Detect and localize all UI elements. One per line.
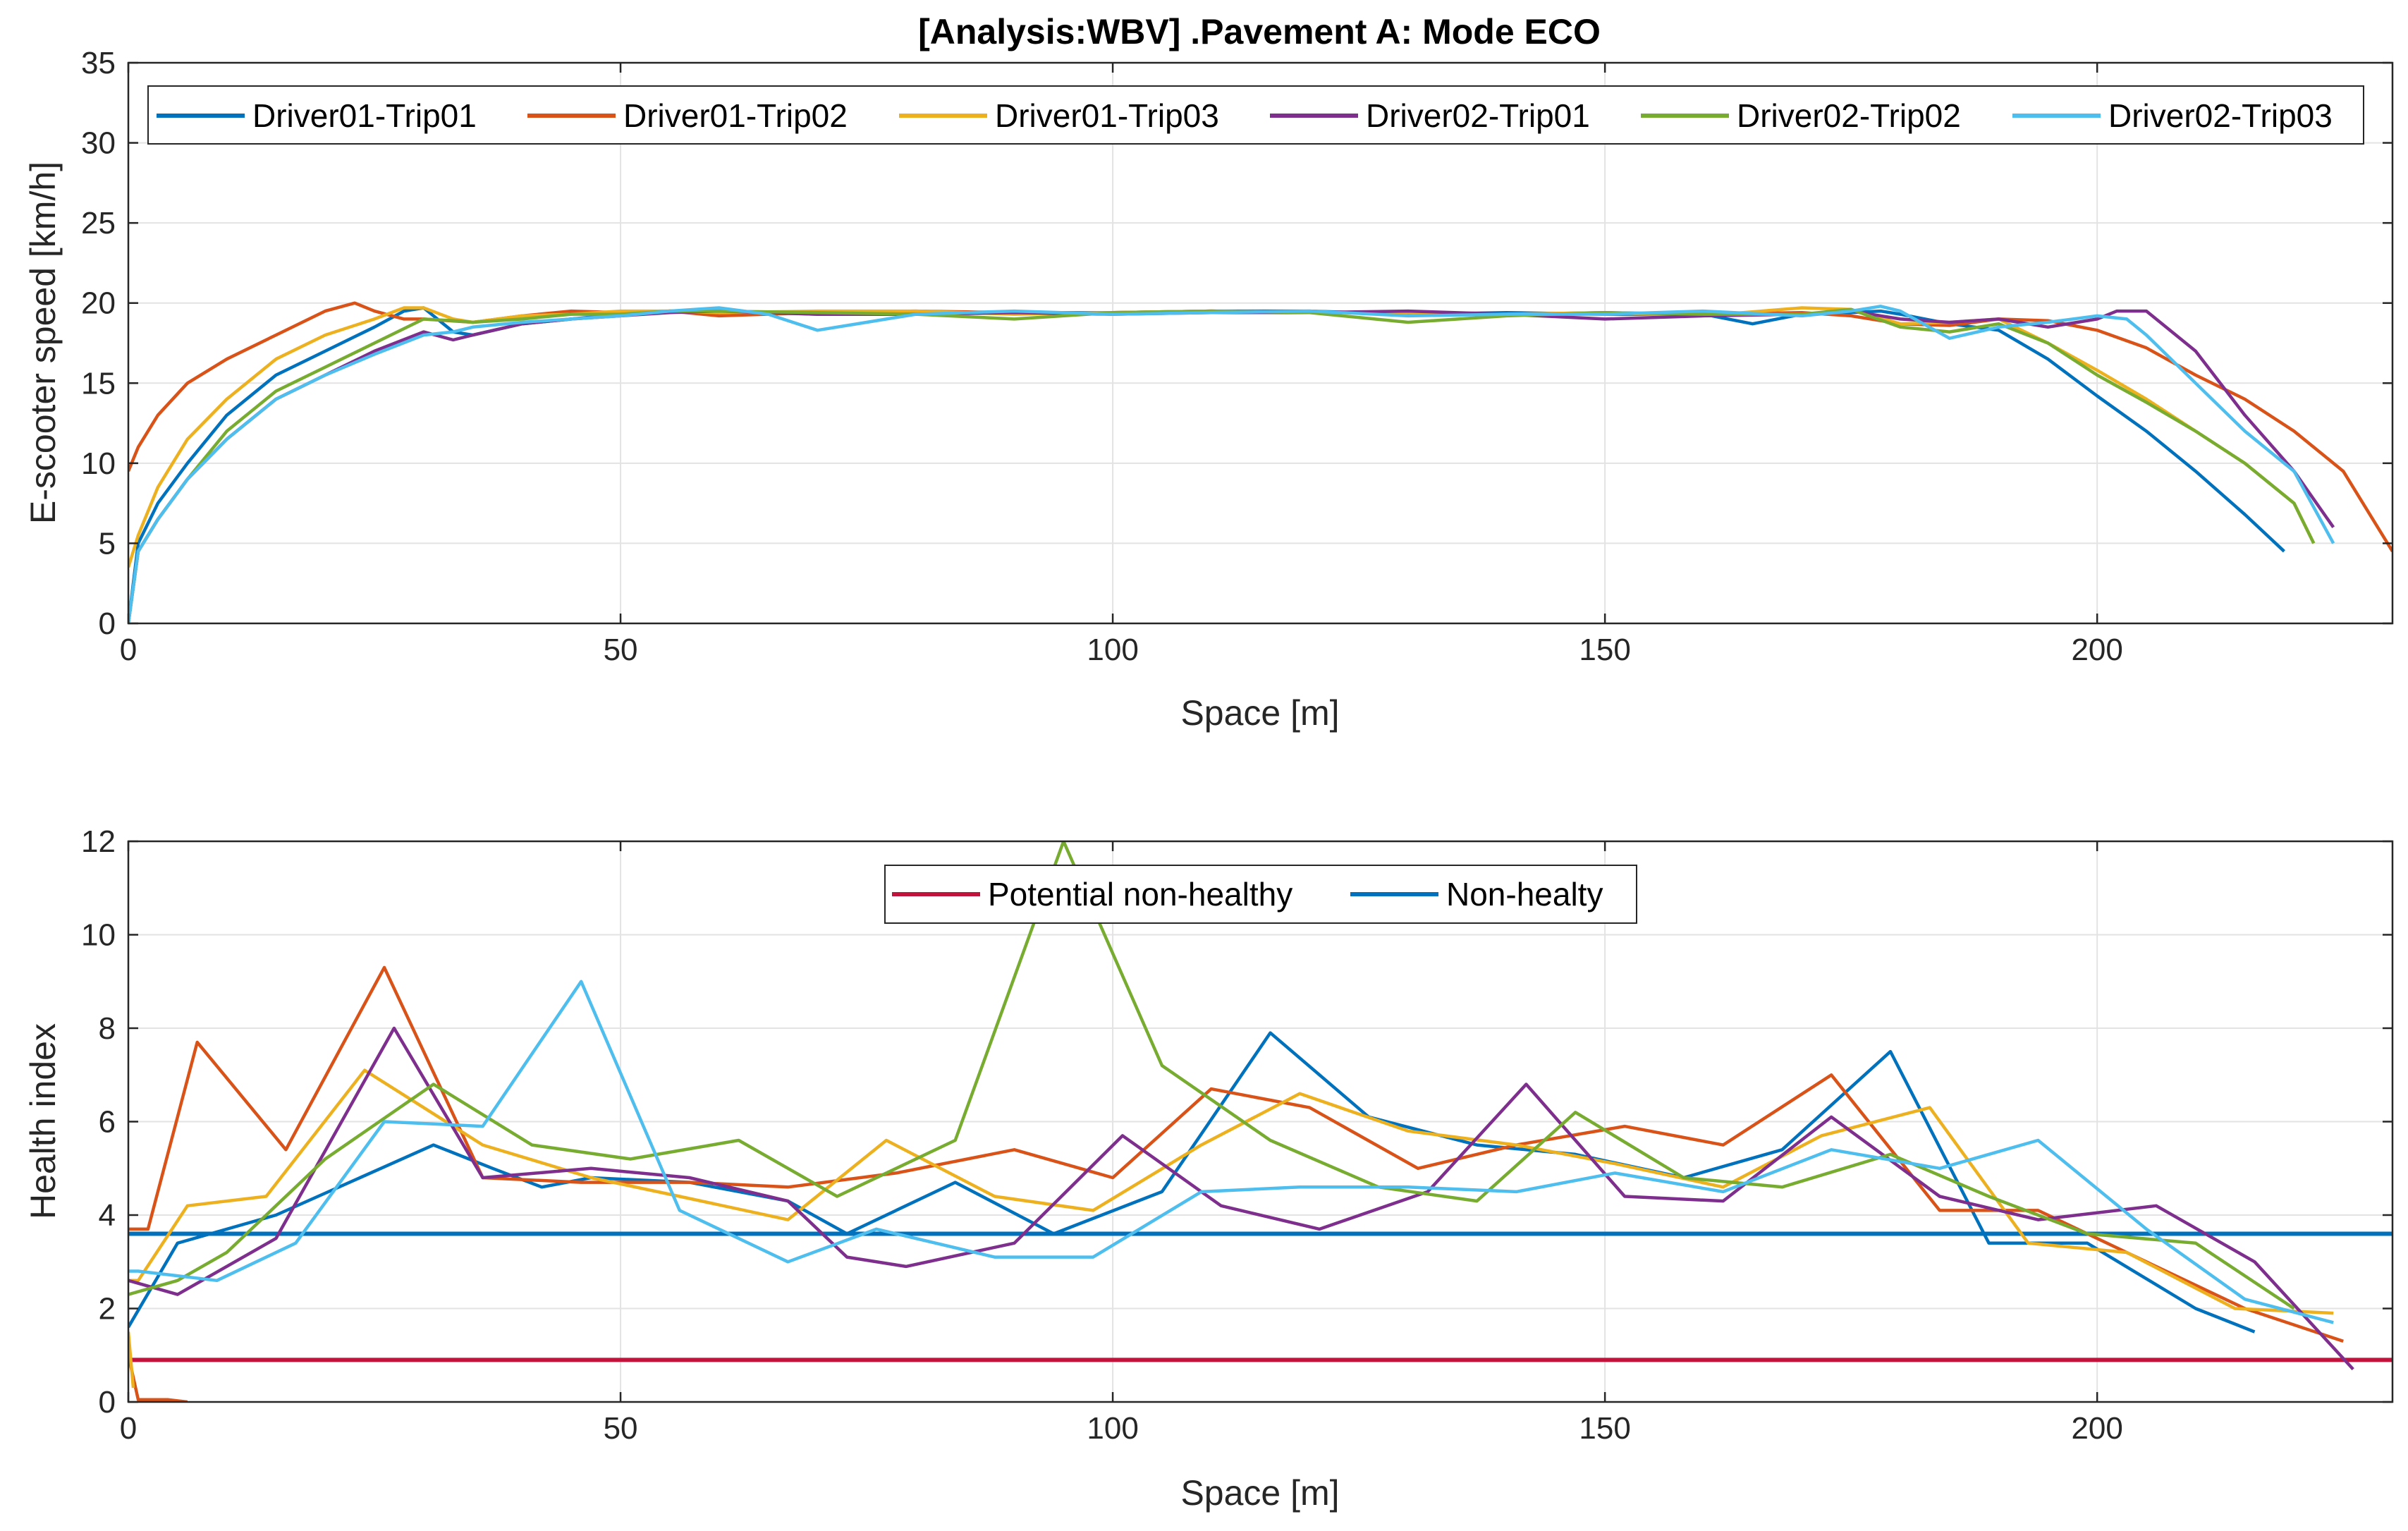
- c1-ytick-label: 5: [99, 526, 116, 561]
- c1-series-line: [128, 307, 2316, 623]
- c2-ytick-label: 10: [81, 918, 116, 953]
- c1-series-line: [128, 306, 2285, 623]
- c2-xtick-label: 150: [1579, 1411, 1630, 1446]
- legend-label: Driver02-Trip01: [1366, 97, 1590, 134]
- legend-label: Potential non-healthy: [988, 876, 1292, 913]
- c2-xtick-label: 100: [1087, 1411, 1138, 1446]
- c2-ytick-label: 12: [81, 824, 116, 859]
- speed-chart: [Analysis:WBV] .Pavement A: Mode ECO 0 50…: [23, 12, 2394, 733]
- health-chart-legend: Potential non-healthy Non-healty: [884, 865, 1637, 924]
- c2-series-line: [128, 1068, 2334, 1315]
- c1-series-line: [128, 301, 2392, 552]
- legend-label: Non-healty: [1446, 876, 1603, 913]
- c2-series-line: [128, 841, 2295, 1310]
- c2-ytick-label: 6: [99, 1105, 116, 1140]
- c1-ytick-label: 30: [81, 126, 116, 161]
- c2-ytick-label: 2: [99, 1292, 116, 1326]
- c2-ytick-label: 0: [99, 1385, 116, 1420]
- c2-xtick-label: 50: [604, 1411, 638, 1446]
- c1-xtick-label: 150: [1579, 633, 1630, 667]
- c2-ytick-label: 4: [99, 1198, 116, 1233]
- health-legend-box: [884, 865, 1637, 924]
- legend-label: Driver01-Trip01: [252, 97, 477, 134]
- legend-label: Driver02-Trip03: [2108, 97, 2333, 134]
- c2-series-line: [128, 1031, 2256, 1334]
- health-chart-xlabel: Space [m]: [1180, 1473, 1339, 1513]
- c2-series-line: [128, 980, 2334, 1324]
- c2-series-line: [128, 1026, 2354, 1371]
- speed-chart-legend: Driver01-Trip01 Driver01-Trip02 Driver01-T…: [147, 85, 2364, 145]
- c1-series-line: [128, 306, 2316, 568]
- speed-chart-title: [Analysis:WBV] .Pavement A: Mode ECO: [918, 12, 1601, 51]
- speed-chart-ylabel: E-scooter speed [km/h]: [23, 161, 63, 524]
- legend-label: Driver01-Trip03: [995, 97, 1219, 134]
- health-chart: 0 50 100 150 200 0 2 4 6 8 10 12 Space [m] Health i…: [23, 824, 2394, 1513]
- c1-ytick-label: 35: [81, 46, 116, 80]
- speed-chart-axes-box: [127, 61, 2394, 625]
- c1-ytick-label: 0: [99, 606, 116, 641]
- speed-chart-xlabel: Space [m]: [1180, 693, 1339, 733]
- speed-legend-box: [147, 85, 2364, 145]
- health-chart-ylabel: Health index: [23, 1023, 63, 1219]
- c1-series-line: [128, 305, 2335, 623]
- legend-label: Driver01-Trip02: [623, 97, 848, 134]
- c1-ytick-label: 25: [81, 206, 116, 240]
- c1-xtick-label: 50: [604, 633, 638, 667]
- c2-series-line: [128, 965, 2344, 1343]
- c2-xtick-label: 0: [120, 1411, 137, 1446]
- c1-ytick-label: 15: [81, 366, 116, 401]
- c1-series-line: [128, 309, 2335, 623]
- c1-ytick-label: 20: [81, 286, 116, 321]
- c1-xtick-label: 200: [2071, 633, 2122, 667]
- c2-xtick-label: 200: [2071, 1411, 2122, 1446]
- c2-ytick-label: 8: [99, 1011, 116, 1046]
- c1-xtick-label: 100: [1087, 633, 1138, 667]
- c2-series-line: [128, 1355, 188, 1402]
- legend-label: Driver02-Trip02: [1737, 97, 1961, 134]
- c1-xtick-label: 0: [120, 633, 137, 667]
- c1-ytick-label: 10: [81, 446, 116, 481]
